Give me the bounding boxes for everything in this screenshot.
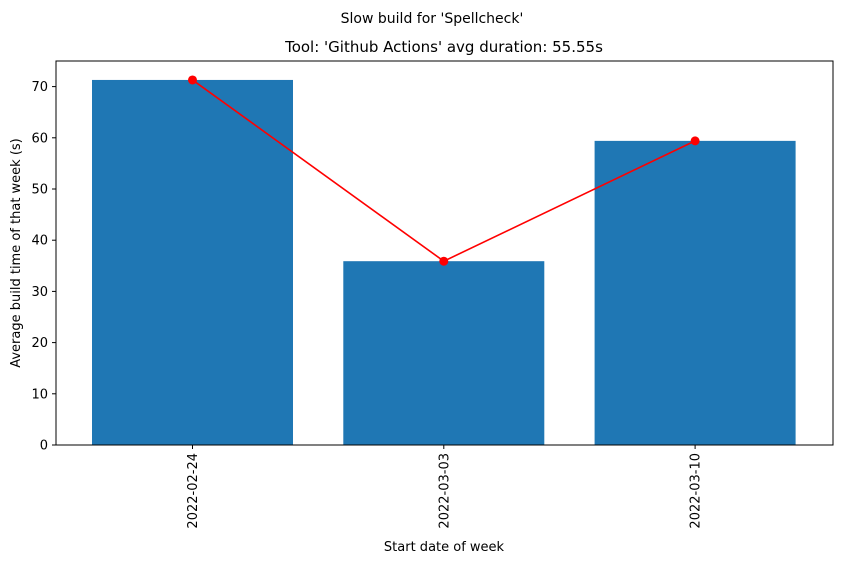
trend-point-2022-02-24 [188, 75, 197, 85]
trend-point-2022-03-10 [690, 136, 700, 146]
x-axis: 2022-02-24 2022-03-03 2022-03-10 [186, 445, 704, 529]
y-axis-label: Average build time of that week (s) [9, 138, 24, 368]
y-tick-label-10: 10 [31, 387, 48, 402]
y-tick-label-60: 60 [31, 131, 48, 146]
trend-point-2022-03-03 [439, 256, 449, 266]
y-axis: 0 10 20 30 40 50 60 70 [31, 80, 56, 454]
y-tick-label-0: 0 [40, 439, 48, 454]
bar-2022-02-24 [92, 79, 293, 445]
y-tick-label-70: 70 [31, 80, 48, 95]
y-tick-label-30: 30 [31, 285, 48, 300]
plot-frame [55, 60, 834, 446]
bar-2022-03-10 [594, 140, 796, 445]
x-tick-label-2022-03-03: 2022-03-03 [437, 453, 452, 529]
trend-line-layer [188, 75, 700, 266]
y-tick-label-50: 50 [31, 183, 48, 198]
x-tick-label-2022-02-24: 2022-02-24 [186, 453, 201, 529]
chart-title: Tool: 'Github Actions' avg duration: 55.… [284, 38, 603, 56]
y-tick-label-20: 20 [31, 336, 48, 351]
x-axis-label: Start date of week [384, 540, 505, 555]
chart-suptitle: Slow build for 'Spellcheck' [341, 11, 524, 27]
x-tick-label-2022-03-10: 2022-03-10 [689, 453, 704, 529]
y-tick-label-40: 40 [31, 234, 48, 249]
bar-2022-03-03 [343, 261, 545, 445]
bars-layer [92, 79, 796, 445]
